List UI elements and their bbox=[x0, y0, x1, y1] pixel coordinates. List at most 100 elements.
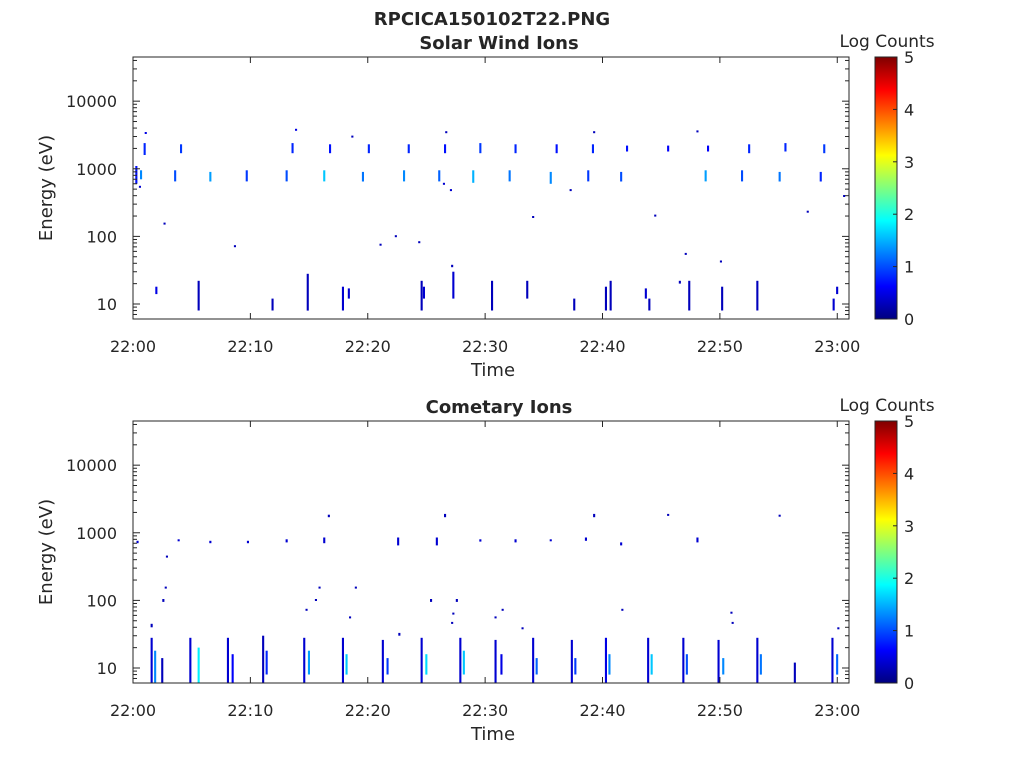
heatmap-cell bbox=[644, 288, 647, 299]
heatmap-cell bbox=[832, 298, 835, 311]
heatmap-cell bbox=[707, 145, 710, 152]
colorbar-tick-label: 1 bbox=[904, 622, 914, 641]
colorbar-tick-label: 5 bbox=[904, 48, 914, 67]
y-tick-label: 100 bbox=[86, 591, 117, 610]
heatmap-cell bbox=[209, 540, 212, 544]
heatmap-cell bbox=[163, 222, 166, 225]
colorbar-tick-label: 5 bbox=[904, 412, 914, 431]
heatmap-cell bbox=[604, 637, 607, 683]
heatmap-cell bbox=[806, 210, 809, 213]
heatmap-cell bbox=[678, 280, 681, 284]
x-tick-label: 22:30 bbox=[462, 701, 508, 720]
heatmap-cell bbox=[444, 144, 447, 154]
heatmap-cell bbox=[155, 286, 158, 295]
heatmap-cell bbox=[462, 650, 465, 675]
heatmap-cell bbox=[756, 637, 759, 683]
heatmap-cell bbox=[397, 537, 400, 546]
heatmap-cell bbox=[180, 144, 183, 154]
colorbar-label: Log Counts bbox=[839, 396, 934, 416]
heatmap-cell bbox=[722, 658, 725, 675]
x-tick-label: 22:50 bbox=[697, 337, 743, 356]
heatmap-cell bbox=[162, 599, 165, 602]
heatmap-cell bbox=[650, 654, 653, 675]
x-tick-label: 22:10 bbox=[227, 701, 273, 720]
heatmap-cell bbox=[442, 182, 445, 185]
heatmap-cell bbox=[514, 539, 517, 543]
solar-wind-ions-panel: Solar Wind Ions 22:00 22:10 22:20 22:30 22:40… bbox=[36, 32, 935, 381]
heatmap-cell bbox=[445, 131, 448, 134]
panel-title: Cometary Ions bbox=[426, 397, 573, 418]
heatmap-cell bbox=[422, 286, 425, 299]
y-tick-label: 1000 bbox=[76, 524, 117, 543]
heatmap-cell bbox=[704, 170, 707, 182]
heatmap-cell bbox=[314, 599, 317, 601]
heatmap-cell bbox=[574, 658, 577, 675]
heatmap-cell bbox=[449, 189, 452, 192]
heatmap-cell bbox=[361, 171, 364, 182]
heatmap-cell bbox=[245, 170, 248, 182]
heatmap-cell bbox=[425, 654, 428, 675]
y-tick-label: 10000 bbox=[66, 92, 117, 111]
heatmap-cell bbox=[721, 286, 724, 311]
heatmap-cell bbox=[500, 654, 503, 675]
colorbar-tick-label: 4 bbox=[904, 464, 914, 483]
heatmap-cell bbox=[197, 280, 200, 311]
heatmap-cell bbox=[351, 135, 354, 138]
heatmap-cell bbox=[164, 586, 167, 589]
heatmap-cell bbox=[174, 170, 177, 182]
heatmap-cell bbox=[549, 171, 552, 184]
heatmap-cell bbox=[154, 650, 157, 683]
heatmap-cell bbox=[756, 280, 759, 311]
heatmap-cell bbox=[262, 635, 265, 683]
heatmap-cell bbox=[532, 637, 535, 683]
heatmap-cell bbox=[379, 243, 382, 246]
x-tick-label: 22:20 bbox=[345, 701, 391, 720]
x-tick-label: 22:40 bbox=[579, 701, 625, 720]
heatmap-cell bbox=[778, 514, 781, 517]
heatmap-cell bbox=[535, 658, 538, 675]
heatmap-cell bbox=[569, 189, 572, 192]
heatmap-cell bbox=[831, 637, 834, 683]
heatmap-cell bbox=[587, 170, 590, 182]
heatmap-cell bbox=[138, 185, 141, 188]
heatmap-cell bbox=[837, 627, 840, 630]
heatmap-cell bbox=[233, 245, 236, 248]
y-axis-label: Energy (eV) bbox=[36, 499, 57, 605]
heatmap-cell bbox=[418, 241, 421, 244]
heatmap-cell bbox=[532, 216, 535, 218]
colorbar-tick-label: 3 bbox=[904, 517, 914, 536]
heatmap-cell bbox=[501, 608, 504, 611]
heatmap-cell bbox=[819, 171, 822, 182]
heatmap-cell bbox=[459, 637, 462, 683]
heatmap-cell bbox=[305, 608, 308, 611]
heatmap-cell bbox=[626, 145, 629, 152]
x-axis-label: Time bbox=[470, 724, 515, 745]
colorbar-tick-label: 1 bbox=[904, 258, 914, 277]
heatmap-cell bbox=[144, 132, 147, 134]
heatmap-cell bbox=[591, 144, 594, 154]
heatmap-cell bbox=[271, 298, 274, 311]
heatmap-cell bbox=[291, 143, 294, 154]
heatmap-cell bbox=[667, 145, 670, 152]
heatmap-cell bbox=[620, 171, 623, 182]
panel-title: Solar Wind Ions bbox=[419, 33, 578, 54]
heatmap-cell bbox=[609, 280, 612, 311]
heatmap-cell bbox=[285, 170, 288, 182]
heatmap-cell bbox=[451, 621, 454, 624]
x-tick-label: 22:00 bbox=[110, 337, 156, 356]
heatmap-cell bbox=[472, 170, 475, 183]
heatmap-cell bbox=[593, 131, 596, 134]
x-tick-label: 23:00 bbox=[814, 701, 860, 720]
colorbar-label: Log Counts bbox=[839, 32, 934, 52]
heatmap-cell bbox=[555, 144, 558, 154]
heatmap-cell bbox=[197, 647, 200, 683]
heatmap-cell bbox=[521, 627, 524, 630]
heatmap-cell bbox=[420, 637, 423, 683]
heatmap-cell bbox=[584, 537, 587, 541]
heatmap-cell bbox=[748, 144, 751, 154]
heatmap-cell bbox=[570, 639, 573, 683]
x-axis-label: Time bbox=[470, 360, 515, 381]
